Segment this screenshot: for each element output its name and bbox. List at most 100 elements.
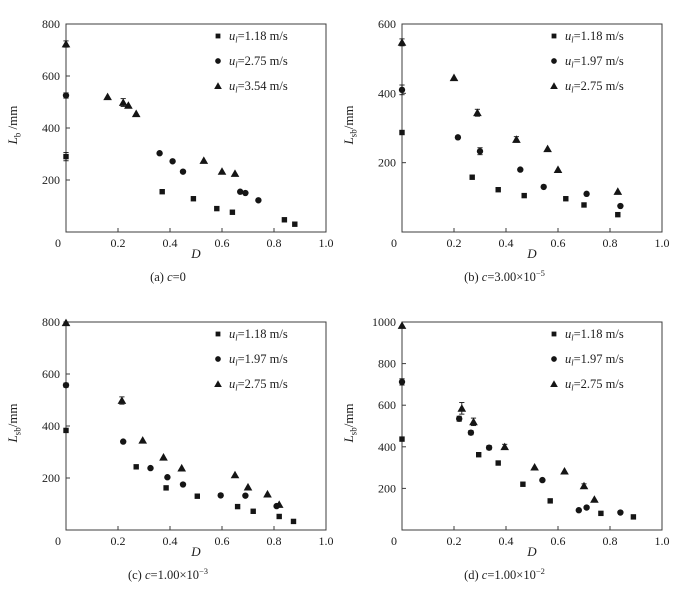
svg-text:0.6: 0.6 <box>551 534 566 548</box>
svg-text:200: 200 <box>378 481 396 495</box>
svg-text:1.0: 1.0 <box>319 534 334 548</box>
svg-text:400: 400 <box>378 86 396 100</box>
svg-text:1.0: 1.0 <box>655 236 670 250</box>
ylabel-sub: sb <box>348 427 359 436</box>
svg-text:200: 200 <box>378 156 396 170</box>
svg-text:ul=1.18 m/s: ul=1.18 m/s <box>565 29 624 45</box>
svg-text:600: 600 <box>378 398 396 412</box>
ylabel-sub: sb <box>12 427 23 436</box>
svg-text:ul=1.18 m/s: ul=1.18 m/s <box>565 327 624 343</box>
ylabel-unit: /mm <box>5 403 20 428</box>
svg-text:0.4: 0.4 <box>499 236 514 250</box>
svg-text:0.6: 0.6 <box>551 236 566 250</box>
svg-text:ul=2.75 m/s: ul=2.75 m/s <box>565 79 624 95</box>
ylabel-sub: b <box>12 132 23 138</box>
svg-text:0.2: 0.2 <box>111 236 126 250</box>
subplot-c: 0.2 0.4 0.6 0.8 1.0 200 400 600 800 0 ul=1.18 m/s u… <box>0 298 336 600</box>
caption-value: =3.00×10 <box>487 270 536 285</box>
svg-text:0.6: 0.6 <box>215 534 230 548</box>
caption-var: c <box>167 270 173 285</box>
plot-b-ylabel: Lsb/mm <box>341 25 359 225</box>
svg-text:600: 600 <box>42 69 60 83</box>
svg-text:ul=3.54 m/s: ul=3.54 m/s <box>229 79 288 95</box>
plot-d-svg: 0.2 0.4 0.6 0.8 1.0 200 400 600 800 1000 0 ul=1.18 … <box>372 315 670 548</box>
svg-text:0: 0 <box>391 236 397 250</box>
svg-text:800: 800 <box>42 17 60 31</box>
caption-var: c <box>144 568 151 583</box>
subplot-b: 0.2 0.4 0.6 0.8 1.0 200 400 600 0 ul=1.18 m/s ul=1… <box>336 0 673 298</box>
plot-c-caption: (c) c=1.00×10−3 <box>0 566 336 583</box>
svg-text:ul=1.18 m/s: ul=1.18 m/s <box>229 29 288 45</box>
svg-text:0.4: 0.4 <box>163 236 178 250</box>
svg-text:0.8: 0.8 <box>603 534 618 548</box>
plot-d-ylabel: Lsb/mm <box>341 323 359 523</box>
caption-index: (d) <box>464 568 479 583</box>
svg-text:1.0: 1.0 <box>319 236 334 250</box>
svg-text:0.2: 0.2 <box>111 534 126 548</box>
svg-text:0.8: 0.8 <box>267 534 282 548</box>
svg-text:0.4: 0.4 <box>163 534 178 548</box>
caption-exponent: −5 <box>535 268 545 278</box>
svg-text:200: 200 <box>42 471 60 485</box>
svg-text:0.6: 0.6 <box>215 236 230 250</box>
caption-value: =0 <box>172 270 186 285</box>
svg-text:0: 0 <box>391 534 397 548</box>
ylabel-var: L <box>5 137 20 145</box>
plot-a-ylabel: Lb /mm <box>5 25 23 225</box>
svg-text:ul=1.97 m/s: ul=1.97 m/s <box>565 54 624 70</box>
ylabel-var: L <box>341 435 356 443</box>
svg-text:0: 0 <box>55 534 61 548</box>
svg-text:ul=2.75 m/s: ul=2.75 m/s <box>229 54 288 70</box>
svg-text:800: 800 <box>378 357 396 371</box>
svg-text:0.2: 0.2 <box>447 236 462 250</box>
svg-text:0.2: 0.2 <box>447 534 462 548</box>
plot-b-xlabel: D <box>527 246 537 261</box>
svg-text:800: 800 <box>42 315 60 329</box>
svg-text:0: 0 <box>55 236 61 250</box>
svg-text:0.4: 0.4 <box>499 534 514 548</box>
svg-text:1000: 1000 <box>372 315 396 329</box>
caption-exponent: −2 <box>535 566 545 576</box>
svg-text:600: 600 <box>378 17 396 31</box>
ylabel-var: L <box>341 137 356 145</box>
svg-text:400: 400 <box>378 440 396 454</box>
plot-a-svg: 0.2 0.4 0.6 0.8 1.0 200 400 600 800 0 ul=1.18 m/s u… <box>42 17 334 250</box>
plot-a-caption: (a) c=0 <box>0 268 336 285</box>
plot-c-svg: 0.2 0.4 0.6 0.8 1.0 200 400 600 800 0 ul=1.18 m/s u… <box>42 315 334 548</box>
svg-text:ul=2.75 m/s: ul=2.75 m/s <box>565 377 624 393</box>
svg-text:600: 600 <box>42 367 60 381</box>
svg-text:400: 400 <box>42 121 60 135</box>
plot-d-xlabel: D <box>527 544 537 559</box>
ylabel-unit: /mm <box>341 403 356 428</box>
svg-text:1.0: 1.0 <box>655 534 670 548</box>
caption-exponent: −3 <box>199 566 209 576</box>
plot-c-ylabel: Lsb/mm <box>5 323 23 523</box>
caption-index: (a) <box>150 270 164 285</box>
svg-text:ul=1.97 m/s: ul=1.97 m/s <box>229 352 288 368</box>
plot-b-svg: 0.2 0.4 0.6 0.8 1.0 200 400 600 0 ul=1.18 m/s ul=1… <box>378 17 670 250</box>
svg-text:200: 200 <box>42 173 60 187</box>
svg-text:0.8: 0.8 <box>267 236 282 250</box>
plot-c-xlabel: D <box>191 544 201 559</box>
plot-b-caption: (b) c=3.00×10−5 <box>336 268 673 285</box>
caption-value: =1.00×10 <box>150 568 199 583</box>
ylabel-var: L <box>5 435 20 443</box>
ylabel-unit: /mm <box>5 105 20 133</box>
caption-index: (b) <box>464 270 479 285</box>
svg-text:0.8: 0.8 <box>603 236 618 250</box>
svg-text:400: 400 <box>42 419 60 433</box>
caption-var: c <box>481 568 488 583</box>
subplot-a: 0.2 0.4 0.6 0.8 1.0 200 400 600 800 0 ul=1.18 m/s u… <box>0 0 336 298</box>
ylabel-unit: /mm <box>341 105 356 130</box>
subplot-d: 0.2 0.4 0.6 0.8 1.0 200 400 600 800 1000 0 ul=1.18 … <box>336 298 673 600</box>
svg-text:ul=1.18 m/s: ul=1.18 m/s <box>229 327 288 343</box>
svg-text:ul=2.75 m/s: ul=2.75 m/s <box>229 377 288 393</box>
svg-text:ul=1.97 m/s: ul=1.97 m/s <box>565 352 624 368</box>
plot-a-xlabel: D <box>191 246 201 261</box>
caption-index: (c) <box>127 568 142 583</box>
ylabel-sub: sb <box>348 129 359 138</box>
caption-var: c <box>481 270 488 285</box>
caption-value: =1.00×10 <box>487 568 536 583</box>
plot-d-caption: (d) c=1.00×10−2 <box>336 566 673 583</box>
